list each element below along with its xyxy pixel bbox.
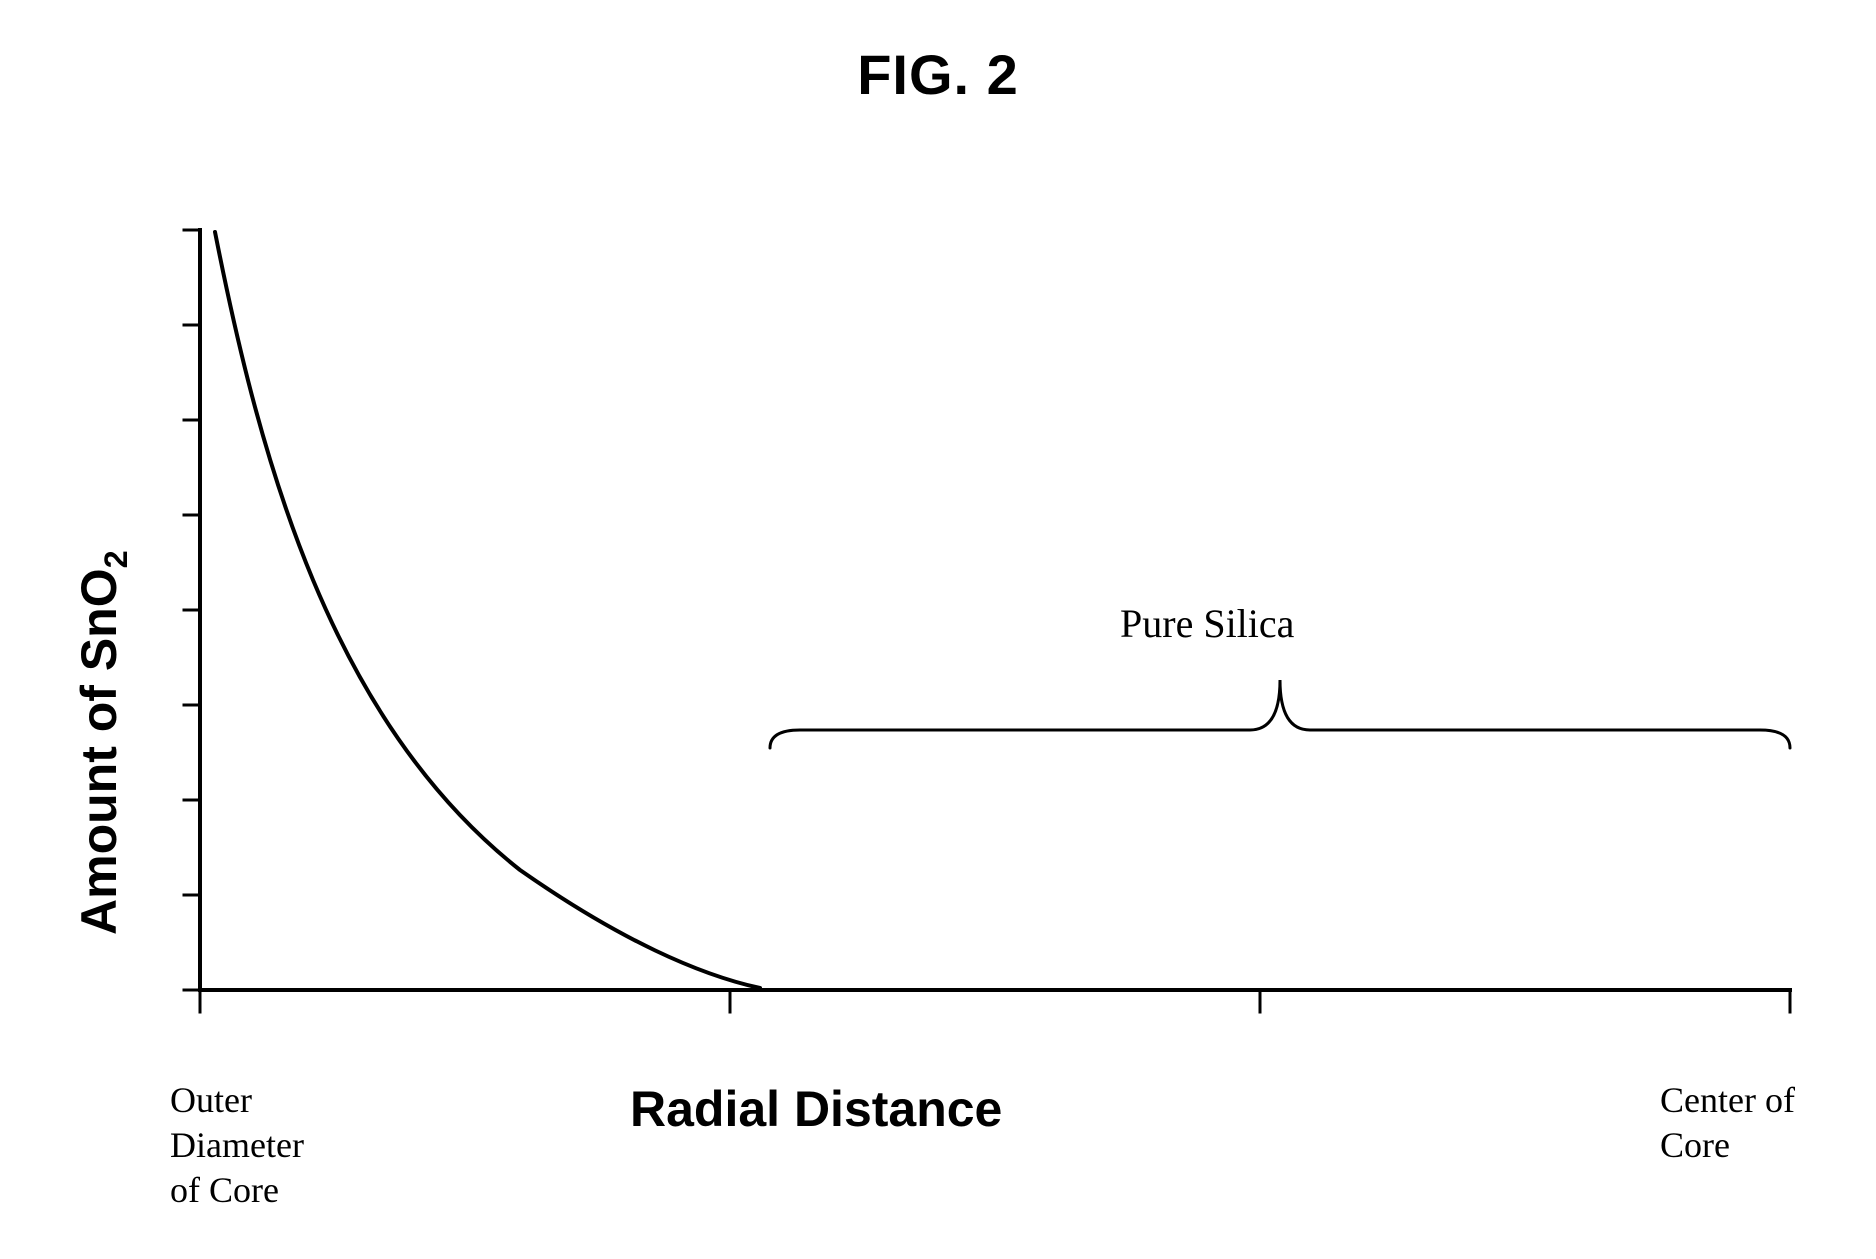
figure-container: FIG. 2 Amount of SnO2 Radial Distance Ou… <box>0 0 1876 1259</box>
axes-group <box>200 230 1790 990</box>
brace-path <box>770 680 1790 748</box>
decay-curve <box>215 232 760 988</box>
yticks-group <box>184 230 200 990</box>
chart-svg <box>0 0 1876 1259</box>
xticks-group <box>200 990 1790 1012</box>
